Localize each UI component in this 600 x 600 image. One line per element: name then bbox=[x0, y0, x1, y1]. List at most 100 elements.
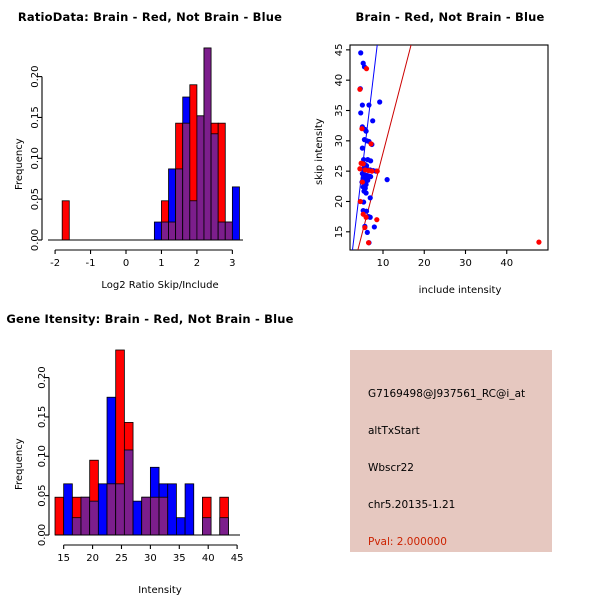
scatter-point bbox=[357, 198, 363, 205]
y-tick-label: 40 bbox=[334, 74, 345, 87]
gene-histogram-xlabel: Intensity bbox=[138, 585, 182, 596]
y-tick-label: 45 bbox=[334, 43, 345, 56]
x-tick-label: 25 bbox=[115, 553, 128, 564]
histogram-bar-overlap bbox=[168, 221, 177, 241]
y-tick-label: 35 bbox=[334, 104, 345, 117]
ratio-histogram-xlabel: Log2 Ratio Skip/Include bbox=[101, 280, 219, 291]
histogram-bar-overlap bbox=[175, 168, 184, 241]
histogram-bar-overlap bbox=[115, 483, 125, 536]
y-tick-label: 25 bbox=[334, 165, 345, 178]
y-tick-label: 0.20 bbox=[37, 366, 48, 388]
x-tick-label: 1 bbox=[158, 258, 164, 269]
scatter-point bbox=[368, 141, 374, 147]
gene-histogram-title: Gene Itensity: Brain - Red, Not Brain - … bbox=[6, 312, 294, 326]
histogram-bar bbox=[153, 221, 162, 241]
x-tick-label: 15 bbox=[57, 553, 70, 564]
scatter-point bbox=[360, 161, 366, 167]
gene-symbol-text: Wbscr22 bbox=[368, 462, 414, 474]
y-tick-label: 0.00 bbox=[37, 524, 48, 546]
histogram-bar-overlap bbox=[202, 517, 212, 536]
scatter-point bbox=[368, 174, 374, 180]
x-tick-label: -2 bbox=[50, 258, 60, 269]
histogram-bar-overlap bbox=[123, 449, 134, 536]
x-tick-label: -1 bbox=[86, 258, 96, 269]
histogram-bar-overlap bbox=[158, 496, 169, 536]
scatter-title: Brain - Red, Not Brain - Blue bbox=[355, 10, 545, 24]
scatter-plot: 15 20 25 30 35 40 45 10 20 30 40 bbox=[334, 43, 549, 269]
ratio-histogram-plot: 0.00 0.05 0.10 0.15 0.20 -2 -1 0 1 2 3 bbox=[30, 47, 243, 269]
x-tick-label: 40 bbox=[500, 258, 513, 269]
y-tick-label: 0.10 bbox=[37, 445, 48, 467]
histogram-bar-overlap bbox=[217, 221, 226, 241]
scatter-point bbox=[357, 86, 363, 92]
scatter-point bbox=[359, 145, 365, 151]
scatter-point bbox=[367, 214, 373, 220]
scatter-point bbox=[365, 177, 371, 183]
scatter-point bbox=[371, 224, 377, 230]
scatter-point bbox=[359, 126, 365, 132]
histogram-bar-overlap bbox=[189, 200, 198, 241]
histogram-bar-overlap bbox=[71, 517, 82, 536]
x-tick-label: 35 bbox=[173, 553, 186, 564]
scatter-point bbox=[536, 239, 542, 245]
scatter-point bbox=[367, 195, 373, 201]
scatter-point bbox=[384, 177, 390, 183]
scatter-point bbox=[363, 190, 369, 196]
x-tick-label: 3 bbox=[229, 258, 235, 269]
panel-probe-info: G7169498@J937561_RC@i_at altTxStart Wbsc… bbox=[350, 350, 552, 552]
scatter-point bbox=[359, 102, 365, 108]
scatter-point bbox=[364, 229, 370, 236]
scatter-point bbox=[358, 110, 364, 116]
scatter-point bbox=[363, 214, 369, 220]
histogram-bar-overlap bbox=[161, 221, 169, 241]
x-tick-label: 45 bbox=[231, 553, 244, 564]
y-tick-label: 0.10 bbox=[30, 147, 41, 169]
scatter-point bbox=[363, 128, 369, 134]
histogram-bar bbox=[63, 483, 73, 536]
y-tick-label: 20 bbox=[334, 195, 345, 208]
histogram-bar bbox=[167, 483, 177, 536]
histogram-bar bbox=[184, 483, 195, 536]
locus-text: chr5.20135-1.21 bbox=[368, 499, 456, 511]
plot-frame bbox=[349, 44, 549, 251]
scatter-point bbox=[368, 158, 374, 164]
y-tick-label: 0.05 bbox=[30, 188, 41, 210]
scatter-point bbox=[363, 208, 370, 214]
scatter-point bbox=[363, 66, 370, 72]
probe-id-text: G7169498@J937561_RC@i_at bbox=[368, 388, 526, 400]
histogram-bar-overlap bbox=[106, 483, 117, 536]
x-tick-label: 20 bbox=[418, 258, 431, 269]
histogram-bar-overlap bbox=[210, 133, 219, 241]
x-tick-label: 0 bbox=[123, 258, 129, 269]
histogram-bar bbox=[132, 500, 143, 536]
histogram-bar-overlap bbox=[224, 221, 233, 241]
x-tick-label: 10 bbox=[377, 258, 390, 269]
histogram-bar bbox=[54, 496, 65, 536]
x-tick-label: 30 bbox=[144, 553, 157, 564]
scatter-point bbox=[361, 157, 367, 163]
y-tick-label: 0.15 bbox=[37, 406, 48, 428]
event-type-text: altTxStart bbox=[368, 425, 420, 437]
scatter-point bbox=[357, 166, 363, 172]
gene-histogram-plot: 0.00 0.05 0.10 0.15 0.20 15 20 25 30 35 40 45 bbox=[37, 349, 244, 564]
scatter-point bbox=[377, 99, 383, 105]
scatter-point bbox=[374, 217, 380, 223]
histogram-bar bbox=[97, 483, 108, 536]
histogram-bar-overlap bbox=[149, 496, 160, 536]
scatter-xlabel: include intensity bbox=[418, 285, 502, 296]
histogram-bar-overlap bbox=[219, 517, 229, 536]
scatter-point bbox=[362, 224, 368, 231]
y-tick-label: 15 bbox=[334, 225, 345, 238]
panel-gene-intensity-histogram: Gene Itensity: Brain - Red, Not Brain - … bbox=[0, 300, 300, 600]
histogram-bar-overlap bbox=[182, 122, 191, 241]
y-tick-label: 0.15 bbox=[30, 106, 41, 128]
histogram-bar-overlap bbox=[203, 47, 212, 241]
ratio-histogram-title: RatioData: Brain - Red, Not Brain - Blue bbox=[17, 10, 283, 24]
panel-intensity-scatter: Brain - Red, Not Brain - Blue skip inten… bbox=[300, 0, 600, 300]
pval-text: Pval: 2.000000 bbox=[368, 536, 447, 548]
y-tick-label: 0.05 bbox=[37, 485, 48, 507]
histogram-bar bbox=[231, 186, 240, 241]
x-tick-label: 20 bbox=[86, 553, 99, 564]
scatter-point bbox=[359, 179, 365, 185]
scatter-point bbox=[366, 102, 372, 108]
